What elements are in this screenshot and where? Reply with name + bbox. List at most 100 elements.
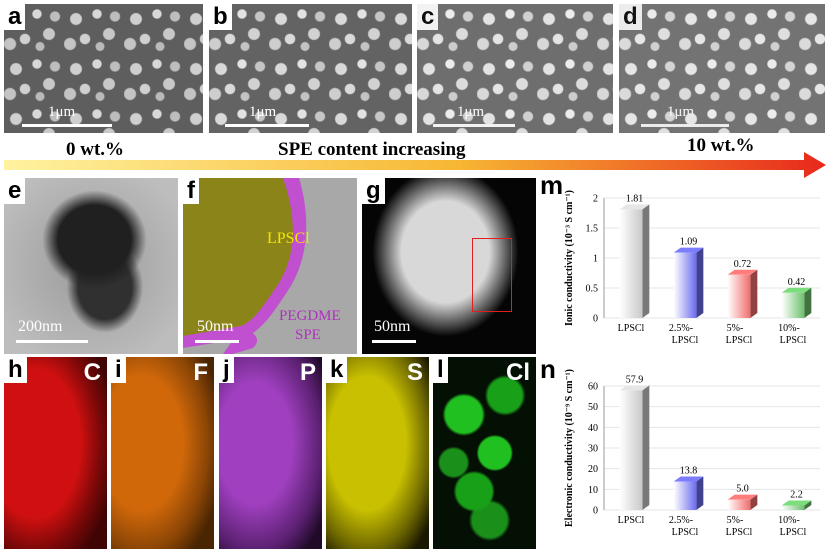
scale-bar-a — [22, 124, 112, 127]
gradient-arrow — [4, 152, 826, 178]
element-label-f: F — [193, 359, 208, 386]
scale-bar-b — [225, 124, 309, 127]
bar-value-label: 57.9 — [626, 374, 644, 385]
scale-bar-g — [372, 340, 416, 343]
scale-text-g: 50nm — [374, 318, 411, 335]
panel-label-h: h — [4, 357, 27, 383]
scale-bar-f — [195, 340, 239, 343]
arrow-left-text: 0 wt.% — [66, 139, 125, 160]
scale-text-d: 1μm — [667, 104, 695, 120]
y-tick-label: 50 — [588, 402, 598, 413]
element-label-c: C — [83, 359, 101, 386]
bar-value-label: 2.2 — [790, 489, 803, 500]
sem-image-a: a 1μm — [4, 4, 203, 133]
chart-n-label: n — [540, 354, 556, 384]
eds-map-cl: l Cl — [433, 357, 536, 549]
y-tick-label: 10 — [588, 485, 598, 496]
panel-label-k: k — [326, 357, 348, 383]
panel-label-l: l — [433, 357, 448, 383]
scale-bar-c — [433, 124, 515, 127]
chart-m-label: m — [540, 170, 564, 200]
scale-text-a: 1μm — [48, 104, 76, 120]
x-tick-label: LPSCl — [726, 527, 753, 538]
scale-text-b: 1μm — [249, 104, 277, 120]
scale-text-f: 50nm — [197, 318, 234, 335]
scale-bar-e — [16, 340, 88, 343]
element-label-cl: Cl — [506, 359, 530, 386]
panel-label-j: j — [219, 357, 234, 383]
region-label-lpscl: LPSCl — [267, 230, 310, 247]
x-tick-label: LPSCl — [780, 335, 807, 346]
y-tick-label: 0.5 — [586, 284, 599, 295]
arrow-right-text: 10 wt.% — [687, 135, 755, 156]
x-tick-label: 10%- — [778, 323, 800, 334]
x-tick-label: LPSCl — [618, 515, 645, 526]
panel-label-a: a — [4, 4, 26, 30]
y-axis-label: Ionic conductivity (10⁻³ S cm⁻¹) — [564, 190, 575, 326]
eds-map-s: k S — [326, 357, 429, 549]
ionic-conductivity-chart: Ionic conductivity (10⁻³ S cm⁻¹) 0 0.5 1 1.5… — [564, 190, 820, 346]
eds-map-f: i F — [111, 357, 214, 549]
bar-4 — [781, 500, 812, 510]
arrow-center-text: SPE content increasing — [278, 139, 466, 160]
element-label-p: P — [299, 359, 316, 386]
x-tick-label: LPSCl — [672, 527, 699, 538]
y-tick-label: 30 — [588, 444, 598, 455]
y-tick-label: 1 — [593, 254, 598, 265]
x-tick-label: 2.5%- — [669, 323, 693, 334]
panel-label-g: g — [362, 178, 385, 204]
tem-image-e: e 200nm — [4, 178, 178, 354]
tem-f-overlay — [183, 178, 307, 354]
panel-label-f: f — [183, 178, 199, 204]
x-tick-label: 5%- — [727, 515, 744, 526]
tem-image-f: f LPSCl PEGDME SPE 50nm — [183, 178, 357, 354]
bar-value-label: 1.09 — [680, 237, 698, 248]
element-label-s: S — [406, 359, 423, 386]
bar-value-label: 0.72 — [734, 259, 752, 270]
x-tick-label: 2.5%- — [669, 515, 693, 526]
y-tick-label: 1.5 — [586, 224, 599, 235]
y-tick-label: 20 — [588, 464, 598, 475]
region-label-pegdme: PEGDME — [279, 308, 341, 324]
bar-2 — [673, 476, 704, 510]
panel-label-e: e — [4, 178, 26, 204]
eds-map-c: h C — [4, 357, 107, 549]
region-label-spe: SPE — [295, 327, 321, 343]
bar-value-label: 0.42 — [788, 277, 806, 288]
x-tick-label: 10%- — [778, 515, 800, 526]
x-tick-label: LPSCl — [726, 335, 753, 346]
scale-text-e: 200nm — [18, 318, 63, 335]
bar-1 — [619, 204, 650, 318]
panel-label-b: b — [209, 4, 232, 30]
y-axis-label: Electronic conductivity (10⁻⁹ S cm⁻¹) — [564, 369, 575, 527]
bar-4 — [781, 287, 812, 318]
eds-map-p: j P — [219, 357, 322, 549]
electronic-conductivity-chart: Electronic conductivity (10⁻⁹ S cm⁻¹) 0 10… — [564, 369, 820, 538]
x-tick-label: LPSCl — [780, 527, 807, 538]
panel-label-d: d — [619, 4, 642, 30]
y-tick-label: 60 — [588, 382, 598, 393]
y-tick-label: 0 — [593, 506, 598, 517]
bar-2 — [673, 247, 704, 318]
x-tick-label: LPSCl — [618, 323, 645, 334]
bar-3 — [727, 494, 758, 510]
bar-value-label: 13.8 — [680, 465, 698, 476]
y-tick-label: 2 — [593, 194, 598, 205]
bar-value-label: 5.0 — [736, 484, 749, 495]
y-tick-label: 40 — [588, 423, 598, 434]
panel-label-c: c — [417, 4, 439, 30]
selection-box — [472, 238, 512, 312]
x-tick-label: 5%- — [727, 323, 744, 334]
sem-image-c: c 1μm — [417, 4, 613, 133]
scale-text-c: 1μm — [457, 104, 485, 120]
scale-bar-d — [641, 124, 729, 127]
panel-label-i: i — [111, 357, 126, 383]
x-tick-label: LPSCl — [672, 335, 699, 346]
bar-1 — [619, 385, 650, 510]
y-tick-label: 0 — [593, 314, 598, 325]
bar-value-label: 1.81 — [626, 193, 644, 204]
sem-image-d: d 1μm — [619, 4, 825, 133]
bar-3 — [727, 269, 758, 318]
sem-image-b: b 1μm — [209, 4, 412, 133]
haadf-image-g: g 50nm — [362, 178, 536, 354]
